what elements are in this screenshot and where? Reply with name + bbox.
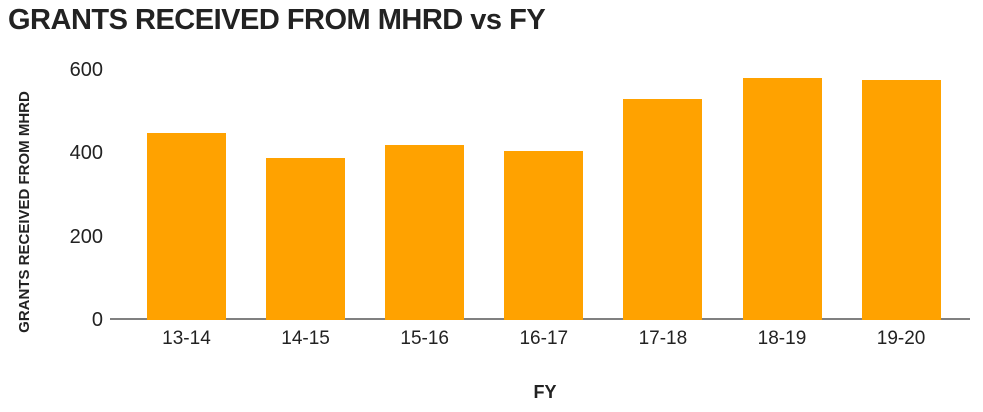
x-tick-label: 14-15 (281, 328, 330, 349)
x-tick-label: 13-14 (162, 328, 211, 349)
bar (266, 157, 346, 320)
x-tick-label: 17-18 (638, 328, 688, 349)
x-tick-label: 15-16 (400, 328, 449, 349)
x-tick-label: 18-19 (757, 328, 807, 349)
bar (504, 151, 584, 320)
y-tick-label: 400 (69, 142, 103, 165)
y-tick-label: 0 (91, 309, 103, 331)
y-tick-label: 600 (69, 59, 103, 81)
x-tick-label: 19-20 (876, 328, 926, 349)
y-axis-title: GRANTS RECEIVED FROM MHRD (16, 91, 33, 333)
y-tick-label: 200 (69, 225, 103, 248)
chart-title: GRANTS RECEIVED FROM MHRD vs FY (8, 4, 546, 36)
bar (742, 78, 822, 320)
x-axis-title: FY (533, 382, 557, 402)
x-tick-label: 16-17 (519, 328, 569, 349)
bar (861, 80, 941, 320)
bar (623, 99, 703, 320)
bar (385, 145, 465, 320)
bar (147, 132, 226, 320)
